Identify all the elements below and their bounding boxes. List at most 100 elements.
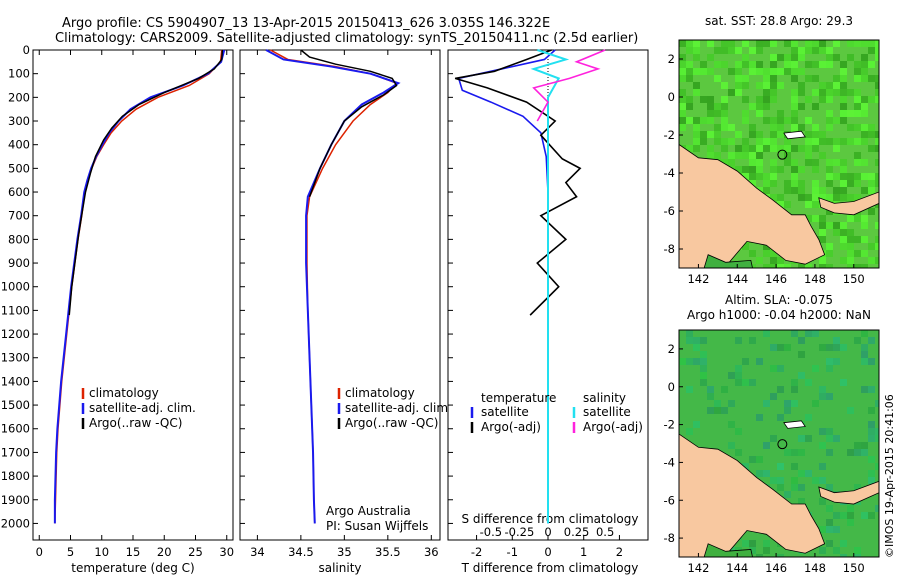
sst_map-cell <box>805 215 812 222</box>
sla_map-xtick-label: 144 <box>726 561 748 575</box>
sla_map-cell <box>861 386 868 393</box>
sst_map-cell <box>875 75 879 82</box>
sla_map-cell <box>805 379 812 386</box>
sst_map-cell <box>686 61 693 68</box>
sla_map-cell <box>826 358 833 365</box>
sst_map-cell <box>819 152 826 159</box>
sst_map-cell <box>847 89 854 96</box>
sst_map-cell <box>777 82 784 89</box>
sla_map-cell <box>840 540 847 547</box>
sst_map-cell <box>742 173 749 180</box>
sla_map-cell <box>868 386 875 393</box>
sst_map-cell <box>805 145 812 152</box>
sla_map-cell <box>798 449 805 456</box>
sst_map-cell <box>749 47 756 54</box>
sla_map-cell <box>833 344 840 351</box>
sst_map-cell <box>833 229 840 236</box>
sst_map-cell <box>679 96 686 103</box>
sst_map-cell <box>840 82 847 89</box>
sst_map-cell <box>861 236 868 243</box>
sst_map-cell <box>742 61 749 68</box>
sla_map-cell <box>826 484 833 491</box>
sst_map-cell <box>868 243 875 250</box>
sla_map-cell <box>798 498 805 505</box>
temp-xtick-label: 25 <box>188 545 203 559</box>
sla_map-cell <box>721 407 728 414</box>
sst_map-cell <box>861 159 868 166</box>
sst_map-cell <box>861 68 868 75</box>
sst_map-cell <box>868 257 875 264</box>
sst_map-cell <box>847 257 854 264</box>
temp-legend-label: Argo(..raw -QC) <box>89 416 182 430</box>
sla_map-cell <box>791 477 798 484</box>
sst_map-cell <box>777 110 784 117</box>
sla_map-cell <box>693 421 700 428</box>
sst_map-cell <box>819 264 826 268</box>
depth-ytick-label: 1000 <box>1 280 30 294</box>
sst_map-cell <box>742 96 749 103</box>
sst_map-cell <box>875 96 879 103</box>
sst_map-cell <box>875 257 879 264</box>
sst_map-cell <box>693 68 700 75</box>
sst_map-cell <box>749 159 756 166</box>
sla_map-cell <box>875 463 879 470</box>
sla_map-cell <box>819 344 826 351</box>
sst_map-cell <box>700 117 707 124</box>
sla_map-cell <box>819 526 826 533</box>
sst_map-cell <box>763 89 770 96</box>
sst_map-cell <box>854 180 861 187</box>
sst_map-cell <box>735 131 742 138</box>
sst_map-cell <box>854 103 861 110</box>
sst_map-cell <box>749 166 756 173</box>
sst_map-cell <box>770 264 777 268</box>
diff-legend-temperature-heading: temperature <box>481 391 556 405</box>
sla_map-cell <box>700 379 707 386</box>
sst_map-cell <box>798 187 805 194</box>
sla_map-cell <box>742 358 749 365</box>
sst_map-xtick-label: 142 <box>687 272 709 286</box>
sst_map-cell <box>826 208 833 215</box>
sst_map-cell <box>742 243 749 250</box>
sla_map-cell <box>763 540 770 547</box>
sst_map-cell <box>686 103 693 110</box>
sla_map-cell <box>840 554 847 557</box>
depth-ytick-label: 2000 <box>1 516 30 530</box>
sst_map-cell <box>812 166 819 173</box>
sla_map-cell <box>700 351 707 358</box>
sla_map-cell <box>854 449 861 456</box>
sst_map-cell <box>770 250 777 257</box>
sst_map-cell <box>812 75 819 82</box>
sst_map-cell <box>791 110 798 117</box>
sst_map-cell <box>861 40 868 47</box>
sst_map-land-newguinea <box>679 144 826 268</box>
sst_map-cell <box>791 103 798 110</box>
depth-ytick-label: 1100 <box>1 303 30 317</box>
sst_map-cell <box>693 89 700 96</box>
sst_map-cell <box>819 40 826 47</box>
sst_map-cell <box>868 180 875 187</box>
sst_map-cell <box>770 180 777 187</box>
sla_map-cell <box>791 463 798 470</box>
sst_map-cell <box>686 75 693 82</box>
sst_map-cell <box>819 187 826 194</box>
depth-ytick-label: 1200 <box>1 327 30 341</box>
sst-map-title: sat. SST: 28.8 Argo: 29.3 <box>705 14 853 28</box>
sst_map-cell <box>847 229 854 236</box>
sla_map-cell <box>833 358 840 365</box>
depth-ytick-label: 100 <box>8 67 30 81</box>
sst_map-cell <box>742 54 749 61</box>
sst_map-cell <box>784 201 791 208</box>
figure-title-line2: Climatology: CARS2009. Satellite-adjuste… <box>55 31 638 46</box>
depth-ytick-label: 200 <box>8 90 30 104</box>
depth-ytick-label: 800 <box>8 232 30 246</box>
tdiff-xtick-label: -1 <box>507 545 518 559</box>
temp-legend-label: satellite-adj. clim. <box>89 401 196 415</box>
sla_map-cell <box>784 407 791 414</box>
sla_map-cell <box>868 470 875 477</box>
sla_map-ytick-label: -4 <box>664 455 675 469</box>
sst_map-cell <box>854 264 861 268</box>
sst_map-cell <box>854 61 861 68</box>
sst_map-cell <box>805 61 812 68</box>
sst_map-cell <box>854 96 861 103</box>
sst_map-cell <box>833 194 840 201</box>
